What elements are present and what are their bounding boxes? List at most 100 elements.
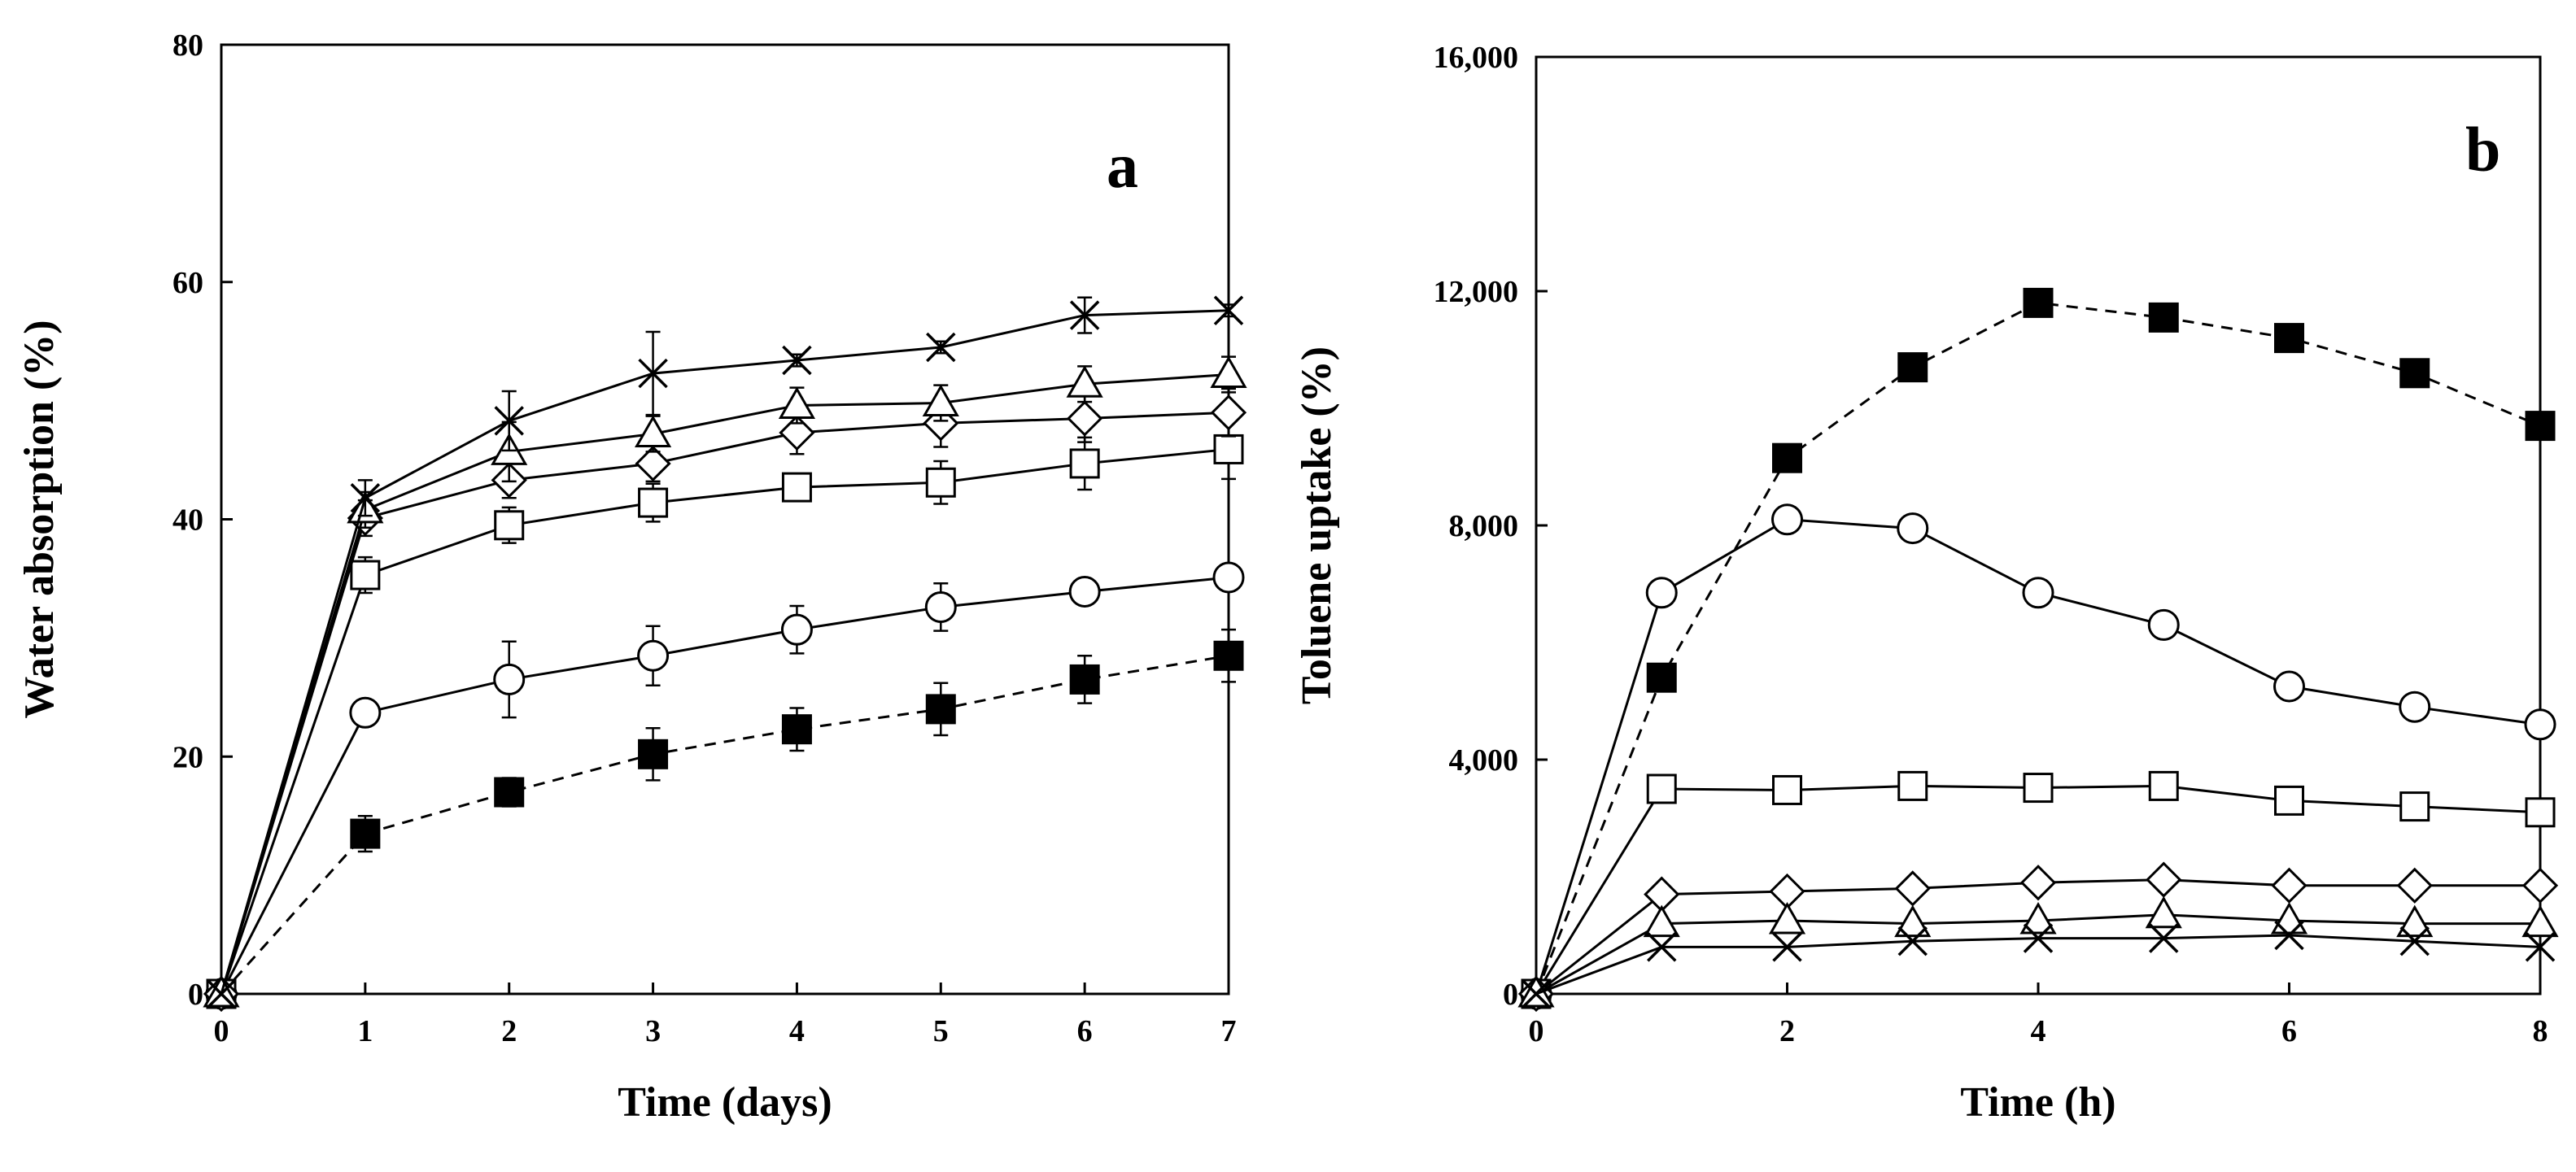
data-point	[924, 590, 957, 623]
data-point	[1772, 442, 1802, 473]
series-filled-square	[206, 628, 1244, 1009]
data-point	[1897, 926, 1928, 956]
x-tick-label: 2	[501, 1014, 517, 1048]
data-point	[1069, 300, 1100, 330]
data-point	[2149, 923, 2179, 953]
data-point	[2525, 797, 2556, 828]
x-tick-label: 0	[1529, 1014, 1544, 1048]
data-point	[2023, 773, 2054, 804]
data-point	[2274, 785, 2304, 816]
data-point	[2146, 861, 2182, 898]
data-point	[1210, 394, 1247, 431]
series-line	[220, 373, 1229, 995]
data-point	[638, 358, 668, 389]
data-point	[2521, 867, 2559, 904]
data-point	[206, 978, 237, 1009]
y-tick-label: 20	[172, 740, 203, 774]
data-point	[2145, 895, 2182, 929]
y-tick-label: 16,000	[1434, 41, 1519, 75]
data-point	[637, 639, 670, 672]
data-point	[2022, 577, 2054, 609]
data-point	[1521, 978, 1552, 1009]
x-axis-label: Time (h)	[1960, 1079, 2115, 1126]
data-point	[2399, 691, 2431, 723]
data-point	[2274, 323, 2304, 354]
x-tick-label: 4	[789, 1014, 805, 1048]
data-point	[1210, 355, 1247, 389]
data-point	[2271, 867, 2307, 904]
y-tick-label: 0	[188, 978, 203, 1012]
data-point	[925, 694, 956, 725]
x-tick-label: 2	[1779, 1014, 1795, 1048]
data-point	[2019, 901, 2057, 935]
data-point	[779, 414, 815, 451]
y-tick-label: 4,000	[1449, 743, 1519, 778]
data-point	[1647, 932, 1677, 962]
series-circle	[205, 561, 1245, 1010]
data-point	[1069, 664, 1100, 695]
data-point	[2525, 411, 2556, 442]
x-tick-label: 5	[933, 1014, 949, 1048]
data-point	[1772, 774, 1802, 805]
series-cross	[1521, 920, 2556, 1009]
y-tick-label: 40	[172, 503, 203, 538]
data-point	[1772, 932, 1802, 962]
x-axis-label: Time (days)	[618, 1079, 832, 1126]
data-point	[1768, 901, 1806, 935]
x-tick-label: 6	[2281, 1014, 2297, 1048]
data-point	[1213, 434, 1244, 464]
data-point	[1213, 640, 1244, 671]
data-point	[494, 406, 524, 436]
y-tick-label: 60	[172, 266, 203, 300]
data-point	[925, 467, 956, 498]
data-point	[1067, 400, 1103, 437]
x-tick-label: 6	[1077, 1014, 1093, 1048]
data-point	[1645, 577, 1678, 609]
data-point	[2023, 923, 2054, 953]
data-point	[2270, 901, 2308, 935]
data-point	[2148, 770, 2179, 801]
data-point	[350, 483, 381, 513]
series-circle	[1520, 503, 2556, 1010]
data-point	[1643, 904, 1680, 938]
data-point	[1771, 503, 1803, 536]
data-point	[1213, 295, 1244, 325]
data-point	[2399, 926, 2430, 956]
data-point	[2396, 904, 2434, 938]
data-point	[493, 663, 526, 695]
x-tick-label: 8	[2533, 1014, 2548, 1048]
data-point	[778, 386, 816, 419]
x-tick-label: 4	[2031, 1014, 2046, 1048]
data-point	[922, 384, 959, 417]
data-point	[2399, 358, 2430, 389]
data-point	[2524, 708, 2556, 741]
data-point	[1646, 773, 1677, 804]
data-point	[1066, 365, 1103, 398]
data-point	[1897, 770, 1928, 801]
x-tick-label: 0	[214, 1014, 229, 1048]
data-point	[1068, 575, 1101, 608]
data-point	[2274, 920, 2304, 951]
data-point	[2148, 302, 2179, 333]
y-tick-label: 8,000	[1449, 509, 1519, 543]
data-point	[2521, 904, 2559, 938]
data-point	[781, 714, 812, 745]
y-axis-label: Water absorption (%)	[16, 320, 63, 718]
data-point	[2399, 791, 2430, 822]
series-diamond	[1517, 861, 2559, 1013]
data-point	[1894, 904, 1932, 938]
data-point	[2023, 287, 2054, 318]
y-axis-label: Toluene uptake (%)	[1294, 346, 1340, 704]
data-point	[780, 613, 813, 646]
data-point	[634, 415, 672, 447]
data-point	[2525, 932, 2556, 962]
data-point	[635, 445, 671, 482]
data-point	[1897, 352, 1928, 383]
data-point	[2147, 608, 2180, 641]
series-line	[220, 309, 1229, 995]
data-point	[350, 560, 381, 590]
data-point	[1894, 870, 1931, 907]
data-point	[349, 696, 382, 729]
data-point	[782, 345, 812, 376]
data-point	[926, 332, 956, 363]
